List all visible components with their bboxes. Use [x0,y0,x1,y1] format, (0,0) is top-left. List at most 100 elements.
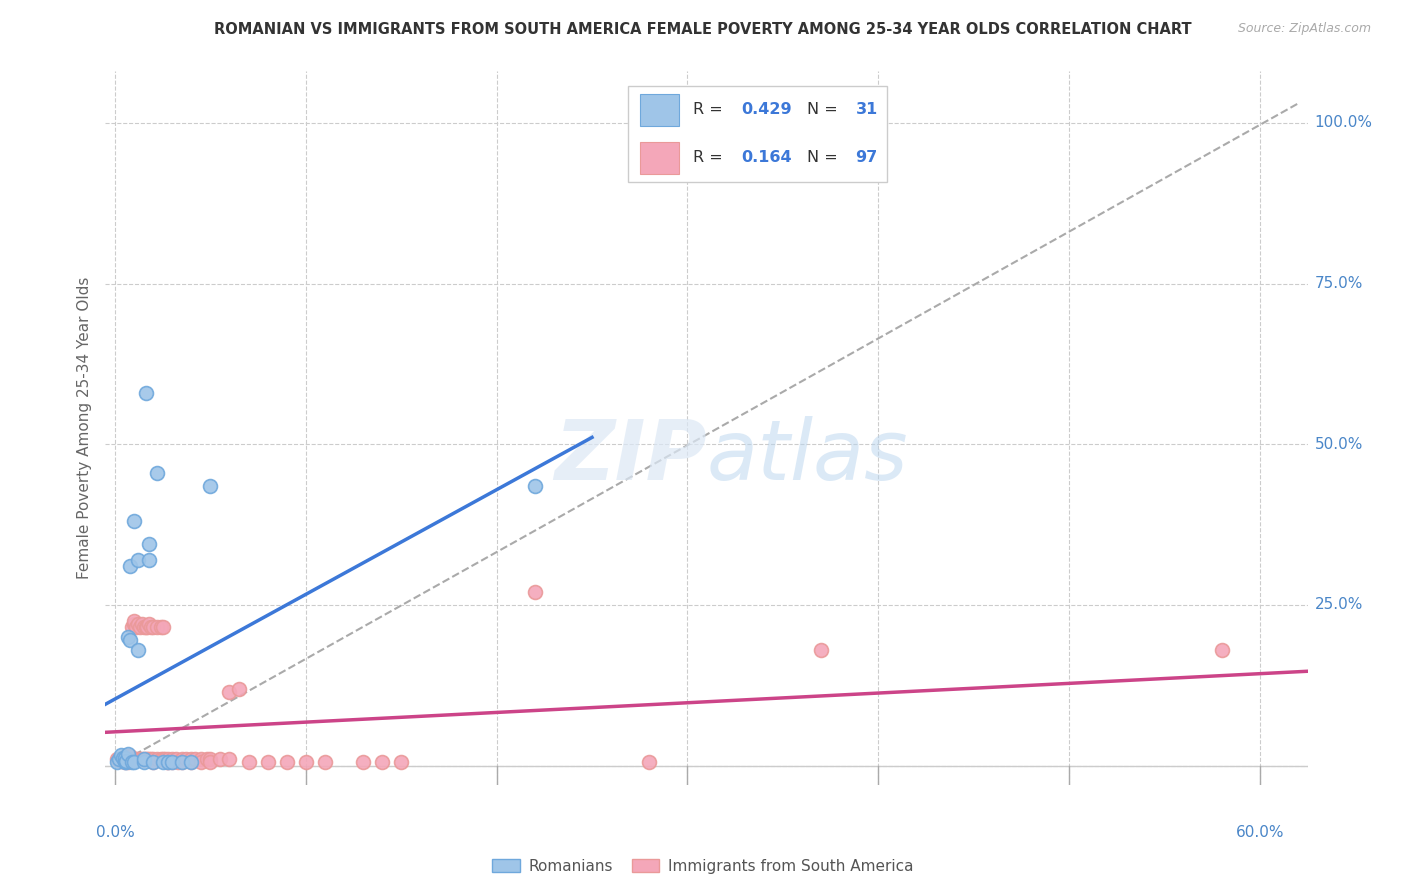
Point [190,752,212,766]
Point [200,756,222,770]
Bar [640,142,679,174]
Point [142,752,165,766]
Point [157,756,180,770]
Point [114,751,136,765]
Point [180,756,202,770]
Point [146,752,169,766]
Bar [640,94,679,126]
Point [111,752,134,766]
Text: R =: R = [693,151,728,165]
Point [132,752,155,766]
Point [115,756,138,770]
Point [132,756,155,770]
Point [105,752,128,766]
Point [121,620,143,634]
Point [117,756,139,770]
Point [195,752,218,766]
Point [157,756,180,770]
Text: 31: 31 [856,103,877,117]
Point [228,681,250,696]
Point [152,620,174,634]
Point [120,752,142,766]
Point [256,756,278,770]
Point [208,752,231,766]
Point [138,752,160,766]
Point [523,585,546,599]
Point [238,756,260,770]
Point [136,752,159,766]
Point [170,756,193,770]
Text: ZIP: ZIP [554,417,707,497]
Point [149,752,172,766]
Point [314,756,336,770]
Point [132,620,155,634]
Point [142,756,165,770]
Point [128,620,150,634]
Text: atlas: atlas [707,417,908,497]
Point [120,633,142,648]
Point [141,620,163,634]
Point [152,756,174,770]
Point [131,752,153,766]
Point [114,756,136,770]
Point [132,752,155,766]
Point [352,756,374,770]
Text: 0.164: 0.164 [741,151,792,165]
Text: 0.429: 0.429 [741,103,792,117]
Point [184,752,207,766]
Point [110,752,132,766]
Point [122,752,145,766]
Text: N =: N = [807,151,844,165]
Point [146,620,169,634]
Point [108,752,129,766]
Point [149,620,172,634]
Point [153,752,176,766]
Point [155,756,177,770]
Point [170,756,193,770]
Point [810,643,832,657]
Point [121,756,143,770]
Point [122,617,145,632]
Text: R =: R = [693,103,728,117]
Point [200,479,222,493]
Point [120,749,142,764]
Point [180,752,202,766]
Point [114,752,136,766]
Point [160,752,183,766]
Point [170,752,193,766]
Point [190,756,212,770]
Point [117,630,139,644]
Point [142,756,165,770]
Point [111,751,134,765]
Point [165,752,187,766]
Point [180,756,202,770]
Legend: Romanians, Immigrants from South America: Romanians, Immigrants from South America [486,853,920,880]
Point [638,756,661,770]
Point [128,752,150,766]
Text: Source: ZipAtlas.com: Source: ZipAtlas.com [1237,22,1371,36]
Point [125,620,148,634]
Text: 0.0%: 0.0% [96,825,135,840]
Point [141,752,163,766]
Point [138,617,160,632]
Text: 60.0%: 60.0% [1236,825,1284,840]
Point [131,617,153,632]
Point [111,751,134,765]
Point [135,385,157,400]
Point [105,756,128,770]
Point [115,752,138,766]
Point [122,614,145,628]
Point [121,752,143,766]
Point [157,752,180,766]
Point [117,752,139,766]
Point [117,747,139,761]
Point [523,479,546,493]
Point [125,752,148,766]
Point [142,620,165,634]
Point [114,756,136,770]
Point [294,756,316,770]
Y-axis label: Female Poverty Among 25-34 Year Olds: Female Poverty Among 25-34 Year Olds [76,277,91,579]
Bar [628,86,887,182]
Point [115,754,138,768]
Point [276,756,298,770]
